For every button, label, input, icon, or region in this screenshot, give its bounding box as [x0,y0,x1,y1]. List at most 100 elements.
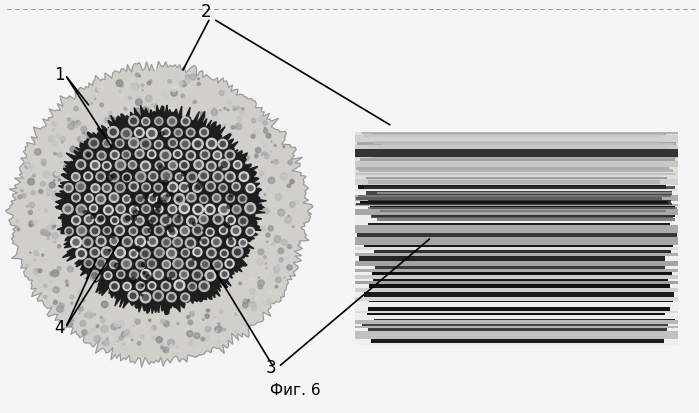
Circle shape [206,181,215,191]
Circle shape [229,218,233,223]
Circle shape [85,314,88,317]
Circle shape [71,237,81,247]
Circle shape [129,249,138,258]
Circle shape [149,131,154,136]
Circle shape [110,237,118,245]
Circle shape [90,161,100,170]
Bar [366,150,675,154]
Circle shape [100,308,101,310]
Circle shape [190,284,194,289]
Circle shape [208,184,213,189]
Circle shape [135,149,144,158]
Circle shape [215,326,222,332]
Circle shape [166,248,177,259]
Circle shape [143,119,148,124]
Circle shape [96,215,105,224]
Circle shape [154,117,163,125]
Bar [355,311,678,313]
Circle shape [96,88,100,92]
Circle shape [84,135,89,142]
Circle shape [136,171,146,182]
Circle shape [183,119,188,124]
Circle shape [265,154,269,159]
Text: 4: 4 [54,320,64,337]
Circle shape [194,160,203,169]
Circle shape [173,237,182,247]
Circle shape [129,227,138,235]
Circle shape [135,236,145,247]
Circle shape [38,209,41,211]
Circle shape [60,136,65,142]
Circle shape [148,220,153,225]
Circle shape [208,141,215,147]
Circle shape [96,258,106,268]
Circle shape [264,256,266,259]
Circle shape [200,237,209,246]
Circle shape [233,108,236,111]
Circle shape [168,226,174,232]
Circle shape [80,320,86,327]
Circle shape [117,83,118,84]
Circle shape [258,116,264,122]
Circle shape [205,204,215,215]
Circle shape [170,344,173,349]
Circle shape [116,80,123,86]
Circle shape [166,96,167,97]
Circle shape [255,147,261,153]
Circle shape [213,260,222,270]
Bar [364,186,675,189]
Circle shape [223,328,225,331]
Circle shape [136,195,144,203]
Circle shape [154,183,162,192]
Circle shape [122,259,131,269]
Circle shape [110,112,111,114]
Circle shape [173,215,182,225]
Circle shape [73,317,76,320]
Circle shape [160,215,171,225]
Circle shape [70,295,74,299]
Circle shape [147,237,157,247]
Circle shape [171,86,177,92]
Circle shape [168,117,177,126]
Circle shape [190,74,196,80]
Circle shape [245,156,250,160]
Circle shape [48,188,51,191]
Circle shape [178,81,183,85]
Circle shape [33,269,39,275]
Circle shape [154,194,157,197]
Circle shape [125,284,129,289]
Circle shape [171,163,175,168]
Circle shape [193,100,196,104]
Bar [355,217,678,223]
Circle shape [210,336,215,340]
Circle shape [85,131,87,134]
Circle shape [199,171,209,181]
Circle shape [187,192,196,202]
Circle shape [41,159,46,164]
Circle shape [254,154,258,158]
Circle shape [57,266,62,271]
Circle shape [198,78,199,80]
Circle shape [154,209,159,214]
Circle shape [175,240,180,245]
Circle shape [182,172,186,176]
Circle shape [213,151,222,159]
Circle shape [158,197,162,202]
Circle shape [89,204,98,212]
Circle shape [168,251,174,256]
Circle shape [245,203,256,214]
Circle shape [37,276,42,280]
Circle shape [66,229,71,234]
Circle shape [38,269,42,273]
Circle shape [91,213,96,218]
Bar [364,163,669,166]
Circle shape [47,192,50,196]
Circle shape [42,231,46,234]
Circle shape [141,294,143,296]
Circle shape [234,330,238,334]
Circle shape [122,237,132,247]
Circle shape [73,107,78,111]
Circle shape [83,211,87,214]
Circle shape [43,295,47,299]
Bar [372,272,672,275]
